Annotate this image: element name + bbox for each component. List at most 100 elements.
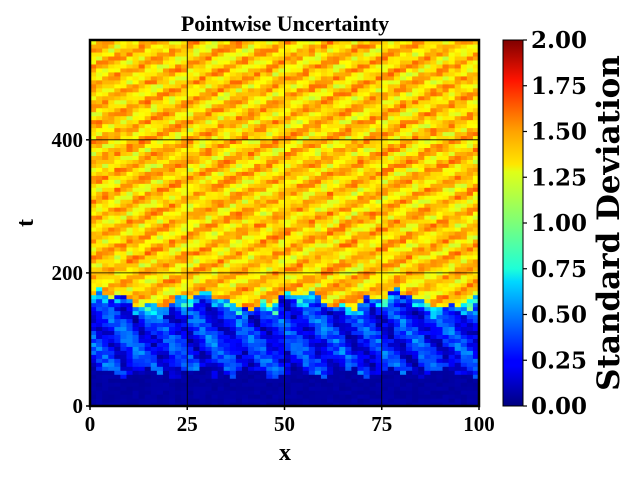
heatmap-cell	[96, 143, 103, 149]
heatmap-cell	[169, 219, 176, 224]
heatmap-cell	[90, 99, 97, 105]
heatmap-cell	[454, 242, 462, 248]
heatmap-cell	[108, 175, 115, 180]
heatmap-cell	[199, 374, 207, 379]
heatmap-cell	[412, 358, 419, 363]
heatmap-cell	[320, 274, 328, 280]
heatmap-cell	[138, 143, 146, 149]
heatmap-cell	[248, 378, 255, 383]
heatmap-cell	[272, 290, 280, 296]
heatmap-cell	[120, 278, 128, 284]
heatmap-cell	[138, 207, 146, 212]
heatmap-cell	[424, 230, 431, 236]
heatmap-cell	[199, 151, 207, 156]
heatmap-cell	[229, 199, 237, 204]
heatmap-cell	[132, 123, 140, 129]
heatmap-cell	[223, 203, 231, 208]
heatmap-cell	[248, 338, 255, 343]
heatmap-cell	[248, 119, 255, 125]
heatmap-cell	[351, 107, 359, 113]
heatmap-cell	[339, 242, 346, 248]
heatmap-cell	[314, 366, 322, 371]
heatmap-cell	[472, 230, 479, 236]
heatmap-cell	[369, 274, 377, 280]
heatmap-cell	[272, 326, 280, 332]
heatmap-cell	[138, 378, 146, 383]
heatmap-cell	[302, 258, 310, 264]
heatmap-cell	[199, 143, 207, 149]
heatmap-cell	[345, 322, 352, 328]
heatmap-cell	[211, 230, 219, 236]
heatmap-cell	[320, 127, 328, 133]
heatmap-cell	[156, 107, 164, 113]
heatmap-cell	[466, 103, 474, 109]
heatmap-cell	[175, 262, 182, 268]
heatmap-cell	[345, 370, 352, 375]
heatmap-cell	[235, 230, 243, 236]
heatmap-cell	[156, 310, 164, 316]
heatmap-cell	[150, 139, 158, 145]
heatmap-cell	[399, 394, 407, 399]
heatmap-cell	[387, 131, 395, 137]
heatmap-cell	[357, 230, 365, 236]
heatmap-cell	[436, 139, 444, 145]
heatmap-cell	[333, 318, 340, 324]
heatmap-cell	[90, 330, 97, 335]
heatmap-cell	[248, 370, 255, 375]
heatmap-cell	[357, 246, 365, 252]
heatmap-cell	[114, 254, 121, 260]
heatmap-cell	[345, 250, 352, 256]
heatmap-cell	[169, 135, 176, 141]
heatmap-cell	[418, 123, 425, 129]
heatmap-cell	[448, 95, 456, 101]
heatmap-cell	[90, 115, 97, 121]
heatmap-cell	[217, 382, 225, 387]
heatmap-cell	[448, 127, 456, 133]
heatmap-cell	[472, 219, 479, 224]
heatmap-cell	[472, 99, 479, 105]
heatmap-cell	[96, 262, 103, 268]
heatmap-cell	[393, 179, 401, 184]
heatmap-cell	[327, 374, 334, 379]
heatmap-cell	[205, 250, 213, 256]
heatmap-cell	[211, 386, 219, 391]
heatmap-cell	[430, 111, 438, 117]
heatmap-cell	[114, 159, 121, 164]
heatmap-cell	[296, 199, 304, 204]
heatmap-cell	[278, 187, 286, 192]
heatmap-cell	[193, 378, 201, 383]
heatmap-cell	[254, 215, 261, 220]
heatmap-cell	[314, 390, 322, 395]
heatmap-cell	[266, 382, 273, 387]
heatmap-cell	[442, 171, 450, 176]
heatmap-cell	[412, 302, 419, 308]
heatmap-cell	[381, 258, 389, 264]
heatmap-cell	[248, 179, 255, 184]
heatmap-cell	[254, 338, 261, 343]
heatmap-cell	[169, 286, 176, 292]
heatmap-cell	[339, 238, 346, 244]
heatmap-cell	[223, 143, 231, 149]
heatmap-cell	[345, 115, 352, 121]
heatmap-cell	[284, 330, 292, 335]
heatmap-cell	[156, 155, 164, 160]
heatmap-cell	[114, 242, 121, 248]
heatmap-cell	[108, 306, 115, 312]
heatmap-cell	[96, 378, 103, 383]
heatmap-cell	[436, 226, 444, 232]
heatmap-cell	[381, 195, 389, 200]
heatmap-cell	[357, 250, 365, 256]
heatmap-cell	[114, 390, 121, 395]
heatmap-cell	[169, 226, 176, 232]
heatmap-cell	[120, 338, 128, 343]
heatmap-cell	[108, 226, 115, 232]
heatmap-cell	[193, 274, 201, 280]
heatmap-cell	[363, 294, 371, 300]
heatmap-cell	[314, 195, 322, 200]
heatmap-cell	[375, 151, 383, 156]
heatmap-cell	[418, 111, 425, 117]
heatmap-cell	[472, 143, 479, 149]
heatmap-cell	[132, 382, 140, 387]
heatmap-cell	[229, 107, 237, 113]
heatmap-cell	[412, 179, 419, 184]
